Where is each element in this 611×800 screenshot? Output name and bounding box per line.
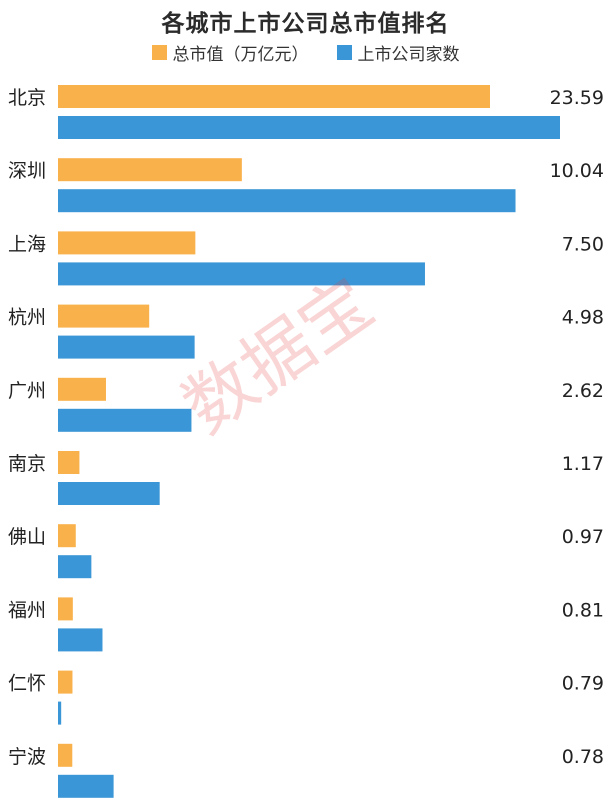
bar-company-count: [58, 482, 160, 505]
data-label-market-cap: 7.50: [562, 233, 604, 255]
bar-company-count: [58, 262, 425, 286]
data-label-market-cap: 0.78: [562, 746, 604, 768]
legend-swatch-company-count: [336, 45, 352, 60]
category-label: 南京: [8, 453, 46, 475]
category-label: 上海: [8, 233, 46, 255]
bar-company-count: [58, 628, 103, 652]
category-label: 佛山: [8, 526, 46, 548]
bar-company-count: [58, 701, 62, 725]
legend-label-market-cap: 总市值（万亿元）: [172, 45, 309, 65]
data-label-market-cap: 10.04: [550, 160, 604, 182]
bar-company-count: [58, 774, 114, 798]
bar-market-cap: [58, 304, 150, 328]
data-label-market-cap: 0.97: [562, 526, 604, 548]
legend-item-company-count: 上市公司家数: [336, 40, 460, 65]
data-label-market-cap: 4.98: [562, 307, 604, 329]
bar-market-cap: [58, 597, 73, 621]
category-label: 深圳: [8, 160, 46, 182]
bar-market-cap: [58, 158, 242, 182]
category-label: 广州: [8, 380, 46, 402]
bar-company-count: [58, 116, 560, 139]
bar-company-count: [58, 408, 192, 432]
data-label-market-cap: 0.81: [562, 599, 604, 621]
legend-label-company-count: 上市公司家数: [357, 45, 460, 65]
bar-company-count: [58, 189, 516, 213]
data-label-market-cap: 23.59: [550, 87, 604, 109]
bar-company-count: [58, 555, 92, 579]
bar-company-count: [58, 335, 195, 359]
bar-market-cap: [58, 743, 73, 767]
category-label: 福州: [8, 599, 46, 621]
bar-market-cap: [58, 377, 106, 401]
bar-market-cap: [58, 670, 73, 694]
chart-legend: 总市值（万亿元） 上市公司家数: [0, 40, 611, 65]
data-label-market-cap: 2.62: [562, 380, 604, 402]
bar-market-cap: [58, 451, 80, 474]
category-label: 仁怀: [8, 673, 46, 695]
bar-market-cap: [58, 85, 490, 108]
data-label-market-cap: 0.79: [562, 673, 604, 695]
data-label-market-cap: 1.17: [562, 453, 604, 475]
legend-swatch-market-cap: [151, 45, 167, 60]
category-label: 宁波: [8, 746, 46, 768]
legend-item-market-cap: 总市值（万亿元）: [151, 40, 309, 65]
chart-title: 各城市上市公司总市值排名: [161, 11, 450, 37]
category-label: 杭州: [8, 307, 46, 329]
bar-market-cap: [58, 231, 196, 255]
bar-market-cap: [58, 524, 76, 548]
category-label: 北京: [8, 87, 46, 109]
